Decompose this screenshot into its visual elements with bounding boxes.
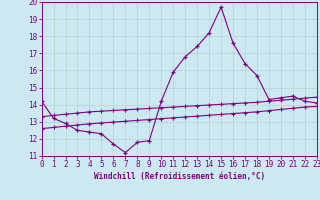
X-axis label: Windchill (Refroidissement éolien,°C): Windchill (Refroidissement éolien,°C) [94, 172, 265, 181]
